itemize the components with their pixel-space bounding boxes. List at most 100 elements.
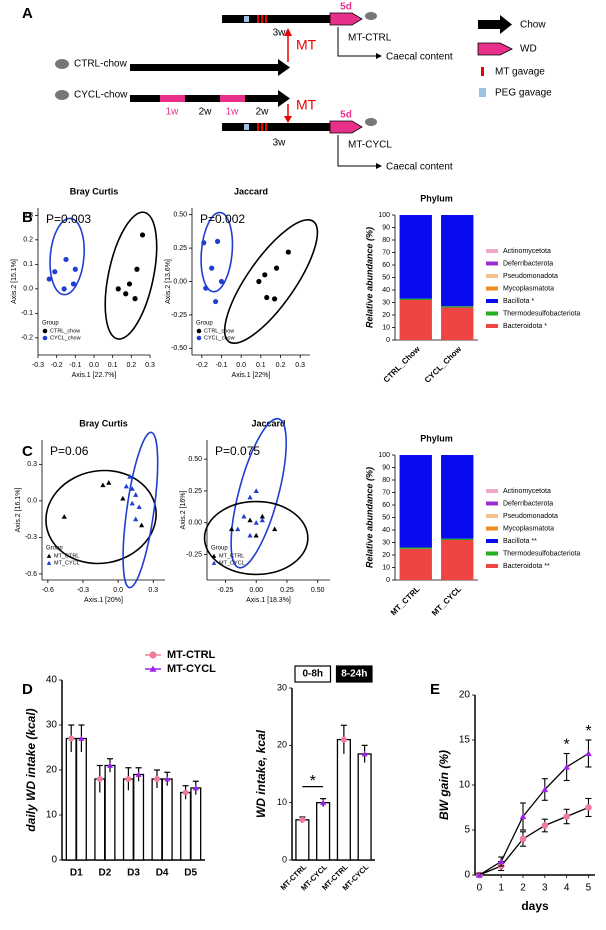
legend-swatch (486, 249, 498, 253)
legend-swatch (42, 328, 48, 334)
chow-arrow (130, 64, 278, 71)
arrow-head (278, 90, 290, 107)
bar (336, 738, 351, 861)
point (264, 294, 270, 301)
y-tick-label: 80 (382, 477, 390, 484)
legend-label: MT_CYCL (54, 560, 80, 566)
point (585, 750, 592, 757)
y-tick-label: -0.25 (186, 551, 202, 558)
mouse-icon (365, 12, 377, 20)
point (120, 495, 126, 501)
legend-swatch (196, 328, 202, 334)
y-tick-label: 40 (46, 675, 58, 686)
duration-label: 5d (340, 110, 352, 121)
legend-label: Bacteroidota ** (503, 563, 550, 570)
group-label: 8-24h (341, 669, 367, 680)
y-tick-label: 40 (382, 287, 390, 294)
arrow-head (284, 28, 292, 36)
legend-swatch (149, 665, 157, 672)
y-tick-label: 30 (46, 720, 58, 731)
y-axis-label: Relative abundance (%) (364, 467, 374, 568)
legend-swatch (486, 261, 498, 266)
legend-title: Group (46, 546, 63, 552)
y-tick-label: 10 (382, 564, 390, 571)
legend-swatch (486, 564, 498, 568)
series-line (479, 806, 589, 876)
x-tick-label: 0.1 (108, 362, 118, 369)
y-tick-label: 0.50 (188, 456, 202, 463)
x-tick-label: 0.2 (126, 362, 136, 369)
y-axis-label: WD intake, kcal (254, 729, 268, 818)
point (203, 285, 209, 291)
annotation: P=0.075 (215, 444, 260, 458)
x-tick-label: D4 (156, 868, 169, 879)
legend-label: Thermodesulfobacteriota (503, 550, 581, 557)
point (46, 276, 52, 282)
legend-label: MT_CTRL (219, 553, 244, 559)
point (585, 804, 592, 811)
panel-letter: B (22, 209, 33, 226)
point (541, 822, 549, 829)
bar (65, 737, 77, 861)
diagram: CTRL-chow CYCL-chow 1w 2w 1w 2w 3w 5d MT… (55, 2, 552, 173)
mean-point (182, 789, 189, 796)
bar (190, 787, 202, 861)
x-tick-label: 0.25 (280, 587, 294, 594)
x-tick-label: 1 (498, 883, 504, 894)
x-axis-label: Axis.1 [22.7%] (72, 372, 117, 379)
x-tick-label: -0.3 (77, 587, 89, 594)
x-axis-label: Axis.1 [22%] (232, 372, 271, 379)
bar-segment (399, 300, 432, 340)
x-tick-label: 0.3 (145, 362, 155, 369)
x-tick-label: 0.50 (311, 587, 325, 594)
point (123, 291, 129, 297)
y-tick-label: 20 (277, 740, 287, 750)
wd-arrow (329, 120, 363, 134)
point (262, 272, 268, 278)
point (133, 492, 139, 497)
legend-label: WD (520, 44, 537, 55)
y-tick-label: 30 (277, 682, 287, 692)
mouse-icon (365, 118, 377, 126)
point (139, 232, 146, 238)
bar-segment (441, 455, 474, 539)
y-tick-label: 20 (382, 552, 390, 559)
group-box (294, 665, 332, 683)
legend-swatch (477, 42, 513, 56)
y-tick-label: -0.6 (25, 571, 37, 578)
y-tick-label: 20 (382, 312, 390, 319)
legend-label: MT-CTRL (167, 649, 216, 661)
x-tick-label: -0.3 (32, 362, 44, 369)
recipient-label: MT-CTRL (348, 33, 392, 44)
peg-gavage (244, 16, 249, 22)
chart-title: Bray Curtis (70, 186, 119, 196)
bar-segment (399, 548, 432, 580)
point (476, 871, 483, 878)
point (106, 480, 112, 485)
arrow-head (376, 163, 382, 169)
x-tick-label: CTRL_Chow (382, 344, 423, 385)
legend-swatch (46, 560, 52, 565)
y-tick-label: 10 (277, 797, 287, 807)
group-ellipse (104, 211, 158, 340)
wd-period (160, 95, 185, 102)
point (253, 488, 259, 493)
chow-arrow (130, 95, 278, 102)
x-tick-label: MT_CTRL (389, 584, 422, 617)
series-line (479, 752, 589, 876)
chow-bar (222, 15, 330, 23)
group-ellipse (230, 417, 288, 569)
y-tick-label: 0 (386, 337, 390, 344)
y-tick-label: 0.3 (27, 461, 37, 468)
group-ellipse (49, 217, 85, 296)
y-tick-label: 10 (382, 324, 390, 331)
y-tick-label: 0.0 (27, 498, 37, 505)
y-tick-label: -0.25 (171, 312, 187, 319)
y-tick-label: 40 (382, 527, 390, 534)
point (497, 858, 505, 865)
y-tick-label: 10 (46, 810, 58, 821)
bar-segment (399, 455, 432, 548)
point (285, 249, 291, 255)
point (272, 526, 278, 532)
legend-label: Deferribacterota (503, 260, 553, 267)
